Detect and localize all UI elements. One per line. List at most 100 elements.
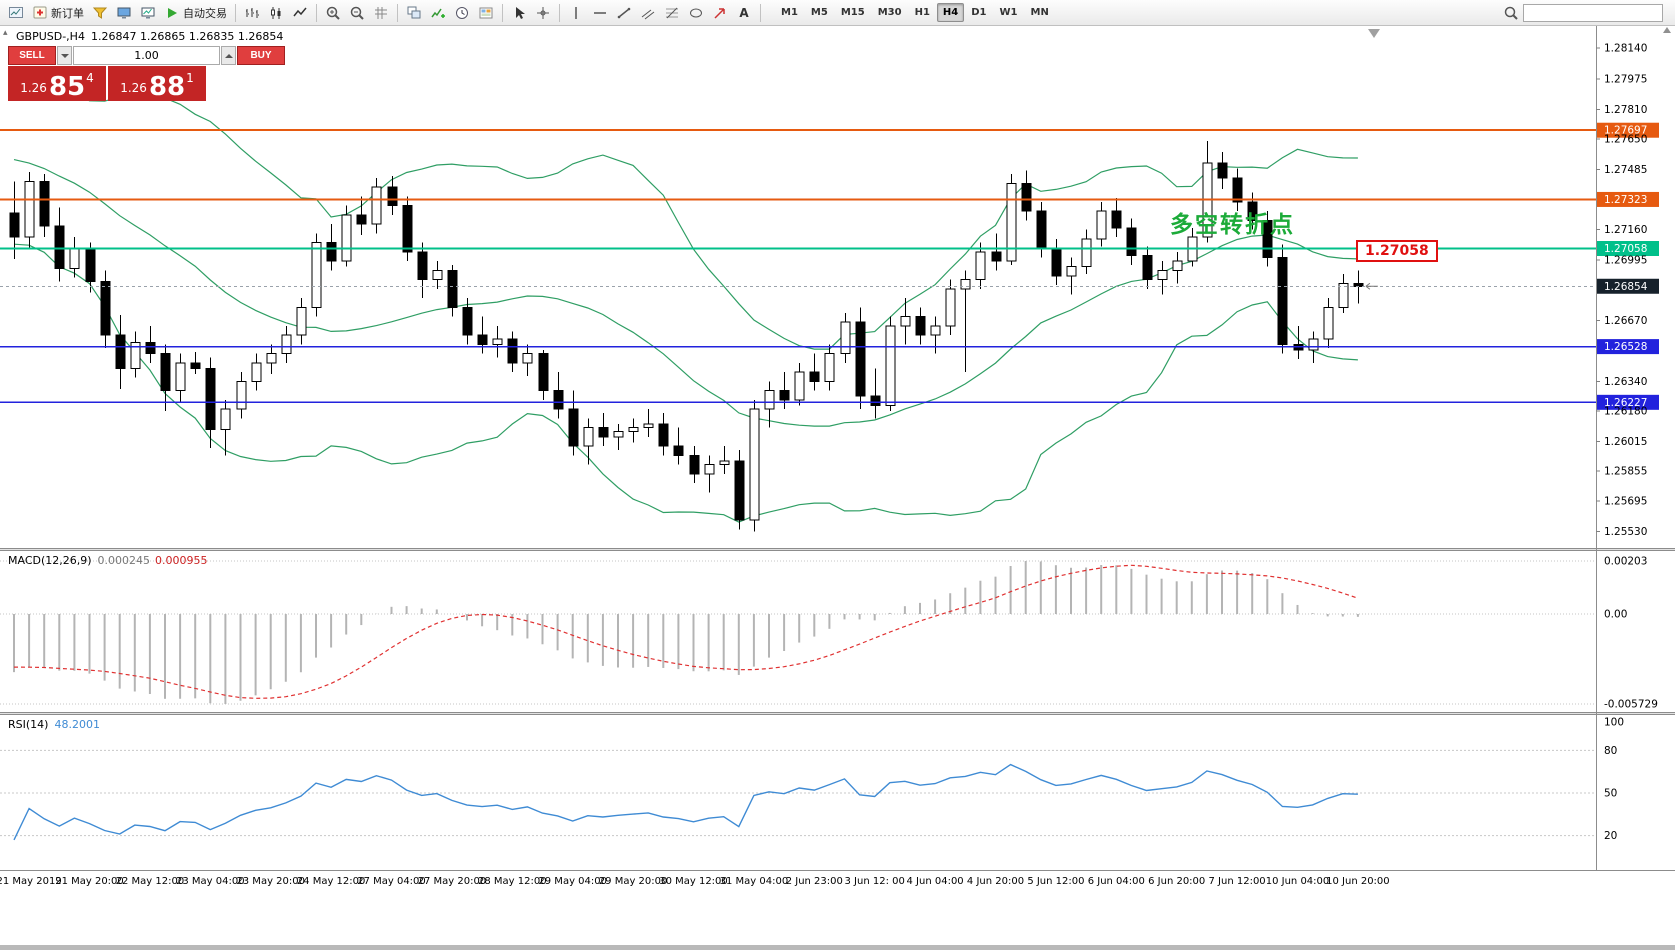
svg-text:6 Jun 04:00: 6 Jun 04:00 xyxy=(1088,876,1145,887)
panel-collapse-icon[interactable]: ▴ xyxy=(3,28,8,38)
svg-text:23 May 20:00: 23 May 20:00 xyxy=(236,876,305,887)
bar-chart-icon xyxy=(244,5,260,21)
search-input[interactable] xyxy=(1523,3,1663,22)
svg-text:2 Jun 23:00: 2 Jun 23:00 xyxy=(786,876,843,887)
svg-text:7 Jun 12:00: 7 Jun 12:00 xyxy=(1209,876,1266,887)
svg-text:80: 80 xyxy=(1604,745,1617,757)
trade-panel-controls: SELL BUY xyxy=(8,46,285,65)
cursor-icon xyxy=(511,5,527,21)
toolbar-separator xyxy=(235,3,236,22)
toolbar-separator xyxy=(559,3,560,22)
vertical-line-icon xyxy=(568,5,584,21)
timeframe-group: M1 M5 M15 M30 H1 H4 D1 W1 MN xyxy=(775,3,1055,22)
svg-text:24 May 12:00: 24 May 12:00 xyxy=(297,876,366,887)
line-chart-button[interactable] xyxy=(288,2,312,24)
macd-indicator-label: MACD(12,26,9) 0.000245 0.000955 xyxy=(8,554,208,567)
scale-scroll-up-icon[interactable] xyxy=(1663,27,1671,33)
funnel-button[interactable] xyxy=(88,2,112,24)
indicators-icon xyxy=(430,5,446,21)
timeframe-d1[interactable]: D1 xyxy=(971,7,987,18)
order-type-dropdown[interactable] xyxy=(57,46,72,65)
macd-main-value: 0.000245 xyxy=(97,554,151,567)
monitor-button[interactable] xyxy=(112,2,136,24)
buy-button[interactable]: BUY xyxy=(237,46,285,65)
indicators-button[interactable] xyxy=(426,2,450,24)
svg-text:0.00: 0.00 xyxy=(1604,609,1627,621)
svg-text:1.27697: 1.27697 xyxy=(1604,125,1647,137)
monitor-chart-button[interactable] xyxy=(136,2,160,24)
text-button[interactable]: A xyxy=(732,2,756,24)
templates-icon xyxy=(478,5,494,21)
horizontal-line-objects[interactable] xyxy=(0,129,1596,404)
buy-price-tile[interactable]: 1.26 88 1 xyxy=(108,66,206,101)
svg-text:21 May 2019: 21 May 2019 xyxy=(0,876,62,887)
crosshair-button[interactable] xyxy=(531,2,555,24)
timeframe-h4[interactable]: H4 xyxy=(936,3,965,22)
svg-text:22 May 12:00: 22 May 12:00 xyxy=(116,876,185,887)
line-chart-icon xyxy=(292,5,308,21)
svg-text:1.25695: 1.25695 xyxy=(1604,495,1647,507)
zoom-in-button[interactable] xyxy=(321,2,345,24)
buy-price-big: 88 xyxy=(148,72,186,102)
svg-text:28 May 12:00: 28 May 12:00 xyxy=(478,876,547,887)
price-scale[interactable]: 1.27697 1.27323 1.27058 1.26528 1.26227 1.268… xyxy=(1596,43,1659,538)
zoom-out-icon xyxy=(349,5,365,21)
sell-button[interactable]: SELL xyxy=(8,46,56,65)
timeframe-h1[interactable]: H1 xyxy=(914,7,930,18)
svg-text:1.27650: 1.27650 xyxy=(1604,133,1647,145)
text-icon: A xyxy=(736,5,752,21)
cursor-button[interactable] xyxy=(507,2,531,24)
autotrading-label: 自动交易 xyxy=(183,6,227,20)
symbol-header: GBPUSD-,H4 1.26847 1.26865 1.26835 1.2685… xyxy=(16,30,289,43)
toolbar-separator xyxy=(397,3,398,22)
rsi-name: RSI(14) xyxy=(8,718,49,731)
svg-text:1.26528: 1.26528 xyxy=(1604,341,1647,353)
channel-button[interactable] xyxy=(636,2,660,24)
timeframe-w1[interactable]: W1 xyxy=(999,7,1018,18)
chart-annotation-text[interactable]: 多空转折点 xyxy=(1170,212,1295,238)
svg-text:10 Jun 20:00: 10 Jun 20:00 xyxy=(1326,876,1390,887)
vertical-line-button[interactable] xyxy=(564,2,588,24)
trendline-button[interactable] xyxy=(612,2,636,24)
periods-button[interactable] xyxy=(450,2,474,24)
candlestick-icon xyxy=(268,5,284,21)
fibonacci-button[interactable] xyxy=(660,2,684,24)
tile-windows-button[interactable] xyxy=(402,2,426,24)
new-order-button[interactable]: 新订单 xyxy=(28,2,88,24)
timeframe-m15[interactable]: M15 xyxy=(840,7,865,18)
horizontal-line-button[interactable] xyxy=(588,2,612,24)
templates-button[interactable] xyxy=(474,2,498,24)
timeframe-m5[interactable]: M5 xyxy=(810,7,828,18)
svg-text:-0.005729: -0.005729 xyxy=(1604,699,1658,711)
chart-shift-marker-icon[interactable] xyxy=(1368,29,1380,38)
sell-price-tile[interactable]: 1.26 85 4 xyxy=(8,66,106,101)
bar-chart-button[interactable] xyxy=(240,2,264,24)
funnel-icon xyxy=(92,5,108,21)
svg-text:1.26854: 1.26854 xyxy=(1604,281,1648,293)
svg-text:27 May 20:00: 27 May 20:00 xyxy=(418,876,487,887)
arrow-icon xyxy=(712,5,728,21)
shapes-button[interactable] xyxy=(684,2,708,24)
buy-price-sup: 1 xyxy=(186,71,194,85)
svg-text:1.27975: 1.27975 xyxy=(1604,73,1647,85)
price-callout-label[interactable]: 1.27058 xyxy=(1356,240,1438,262)
svg-text:4 Jun 20:00: 4 Jun 20:00 xyxy=(967,876,1024,887)
shapes-icon xyxy=(688,5,704,21)
zoom-out-button[interactable] xyxy=(345,2,369,24)
arrow-button[interactable] xyxy=(708,2,732,24)
timeframe-m30[interactable]: M30 xyxy=(877,7,902,18)
svg-text:27 May 04:00: 27 May 04:00 xyxy=(357,876,426,887)
timeframe-mn[interactable]: MN xyxy=(1030,7,1049,18)
svg-text:0.00203: 0.00203 xyxy=(1604,556,1647,568)
grid-button[interactable] xyxy=(369,2,393,24)
autotrading-button[interactable]: 自动交易 xyxy=(160,2,231,24)
volume-input[interactable] xyxy=(73,46,220,65)
timeframe-m1[interactable]: M1 xyxy=(781,7,798,18)
new-chart-button[interactable] xyxy=(4,2,28,24)
volume-stepper[interactable] xyxy=(221,46,236,65)
svg-text:1.28140: 1.28140 xyxy=(1604,43,1647,55)
candlestick-button[interactable] xyxy=(264,2,288,24)
